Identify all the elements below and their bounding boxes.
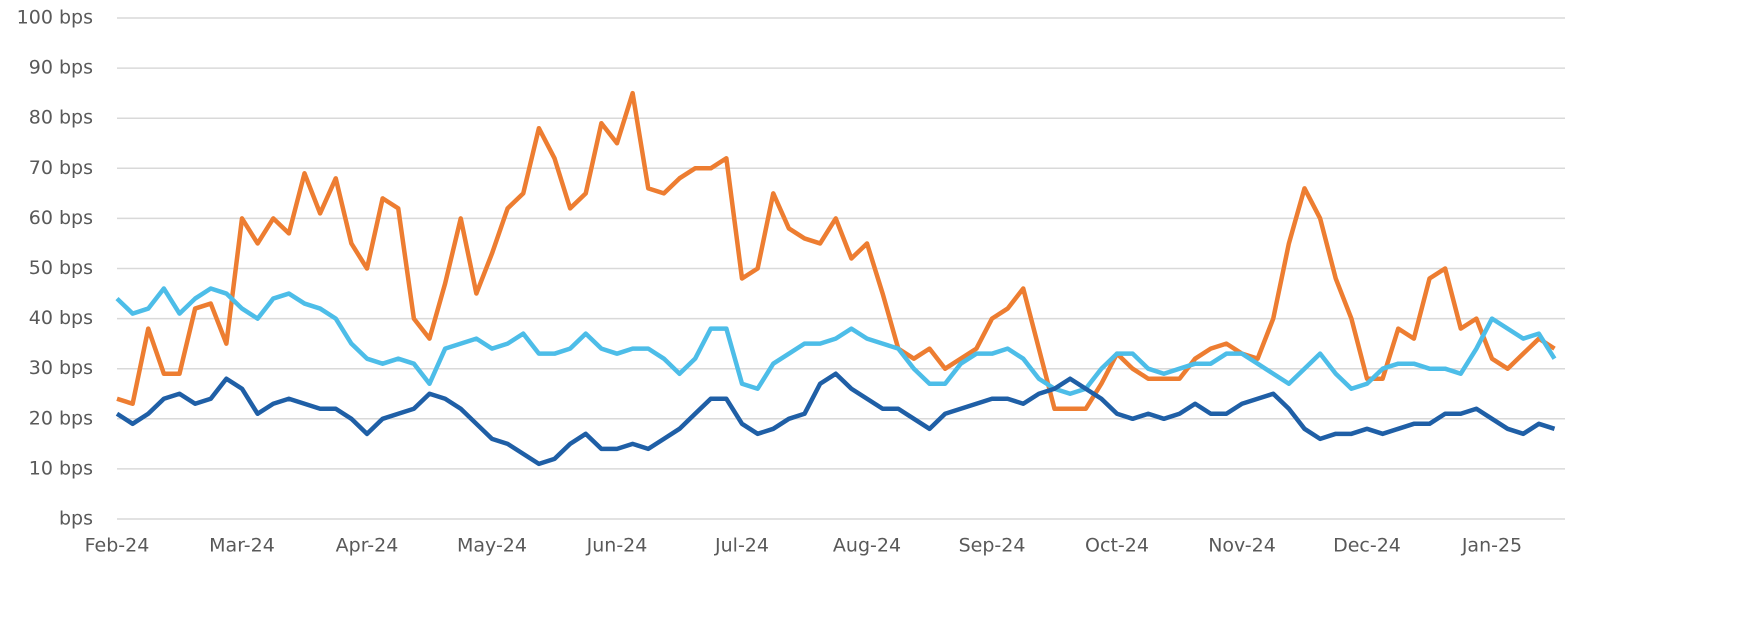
x-tick-label: Apr-24 xyxy=(336,535,399,557)
series-line xyxy=(116,90,1556,412)
x-tick-label: Feb-24 xyxy=(85,535,150,557)
x-tick-label: Nov-24 xyxy=(1208,535,1276,557)
x-tick-label: Oct-24 xyxy=(1085,535,1149,557)
x-tick-label: May-24 xyxy=(457,535,527,557)
x-tick-label: Sep-24 xyxy=(959,535,1026,557)
y-tick-label: 20 bps xyxy=(29,407,93,429)
y-tick-label: 40 bps xyxy=(29,307,93,329)
y-tick-label: 50 bps xyxy=(29,257,93,279)
y-tick-label: 70 bps xyxy=(29,157,93,179)
x-tick-label: Jun-24 xyxy=(586,535,648,557)
x-tick-label: Jan-25 xyxy=(1461,535,1522,557)
x-tick-label: Jul-24 xyxy=(714,535,769,557)
y-tick-label: 100 bps xyxy=(17,7,93,29)
y-tick-label: bps xyxy=(59,508,93,530)
y-tick-label: 90 bps xyxy=(29,57,93,79)
y-tick-label: 60 bps xyxy=(29,207,93,229)
series-line xyxy=(115,286,1557,396)
y-tick-label: 10 bps xyxy=(29,457,93,479)
x-tick-label: Mar-24 xyxy=(209,535,275,557)
y-tick-label: 30 bps xyxy=(29,357,93,379)
y-tick-label: 80 bps xyxy=(29,107,93,129)
x-tick-label: Dec-24 xyxy=(1333,535,1401,557)
series-line xyxy=(115,371,1556,467)
x-tick-label: Aug-24 xyxy=(833,535,901,557)
